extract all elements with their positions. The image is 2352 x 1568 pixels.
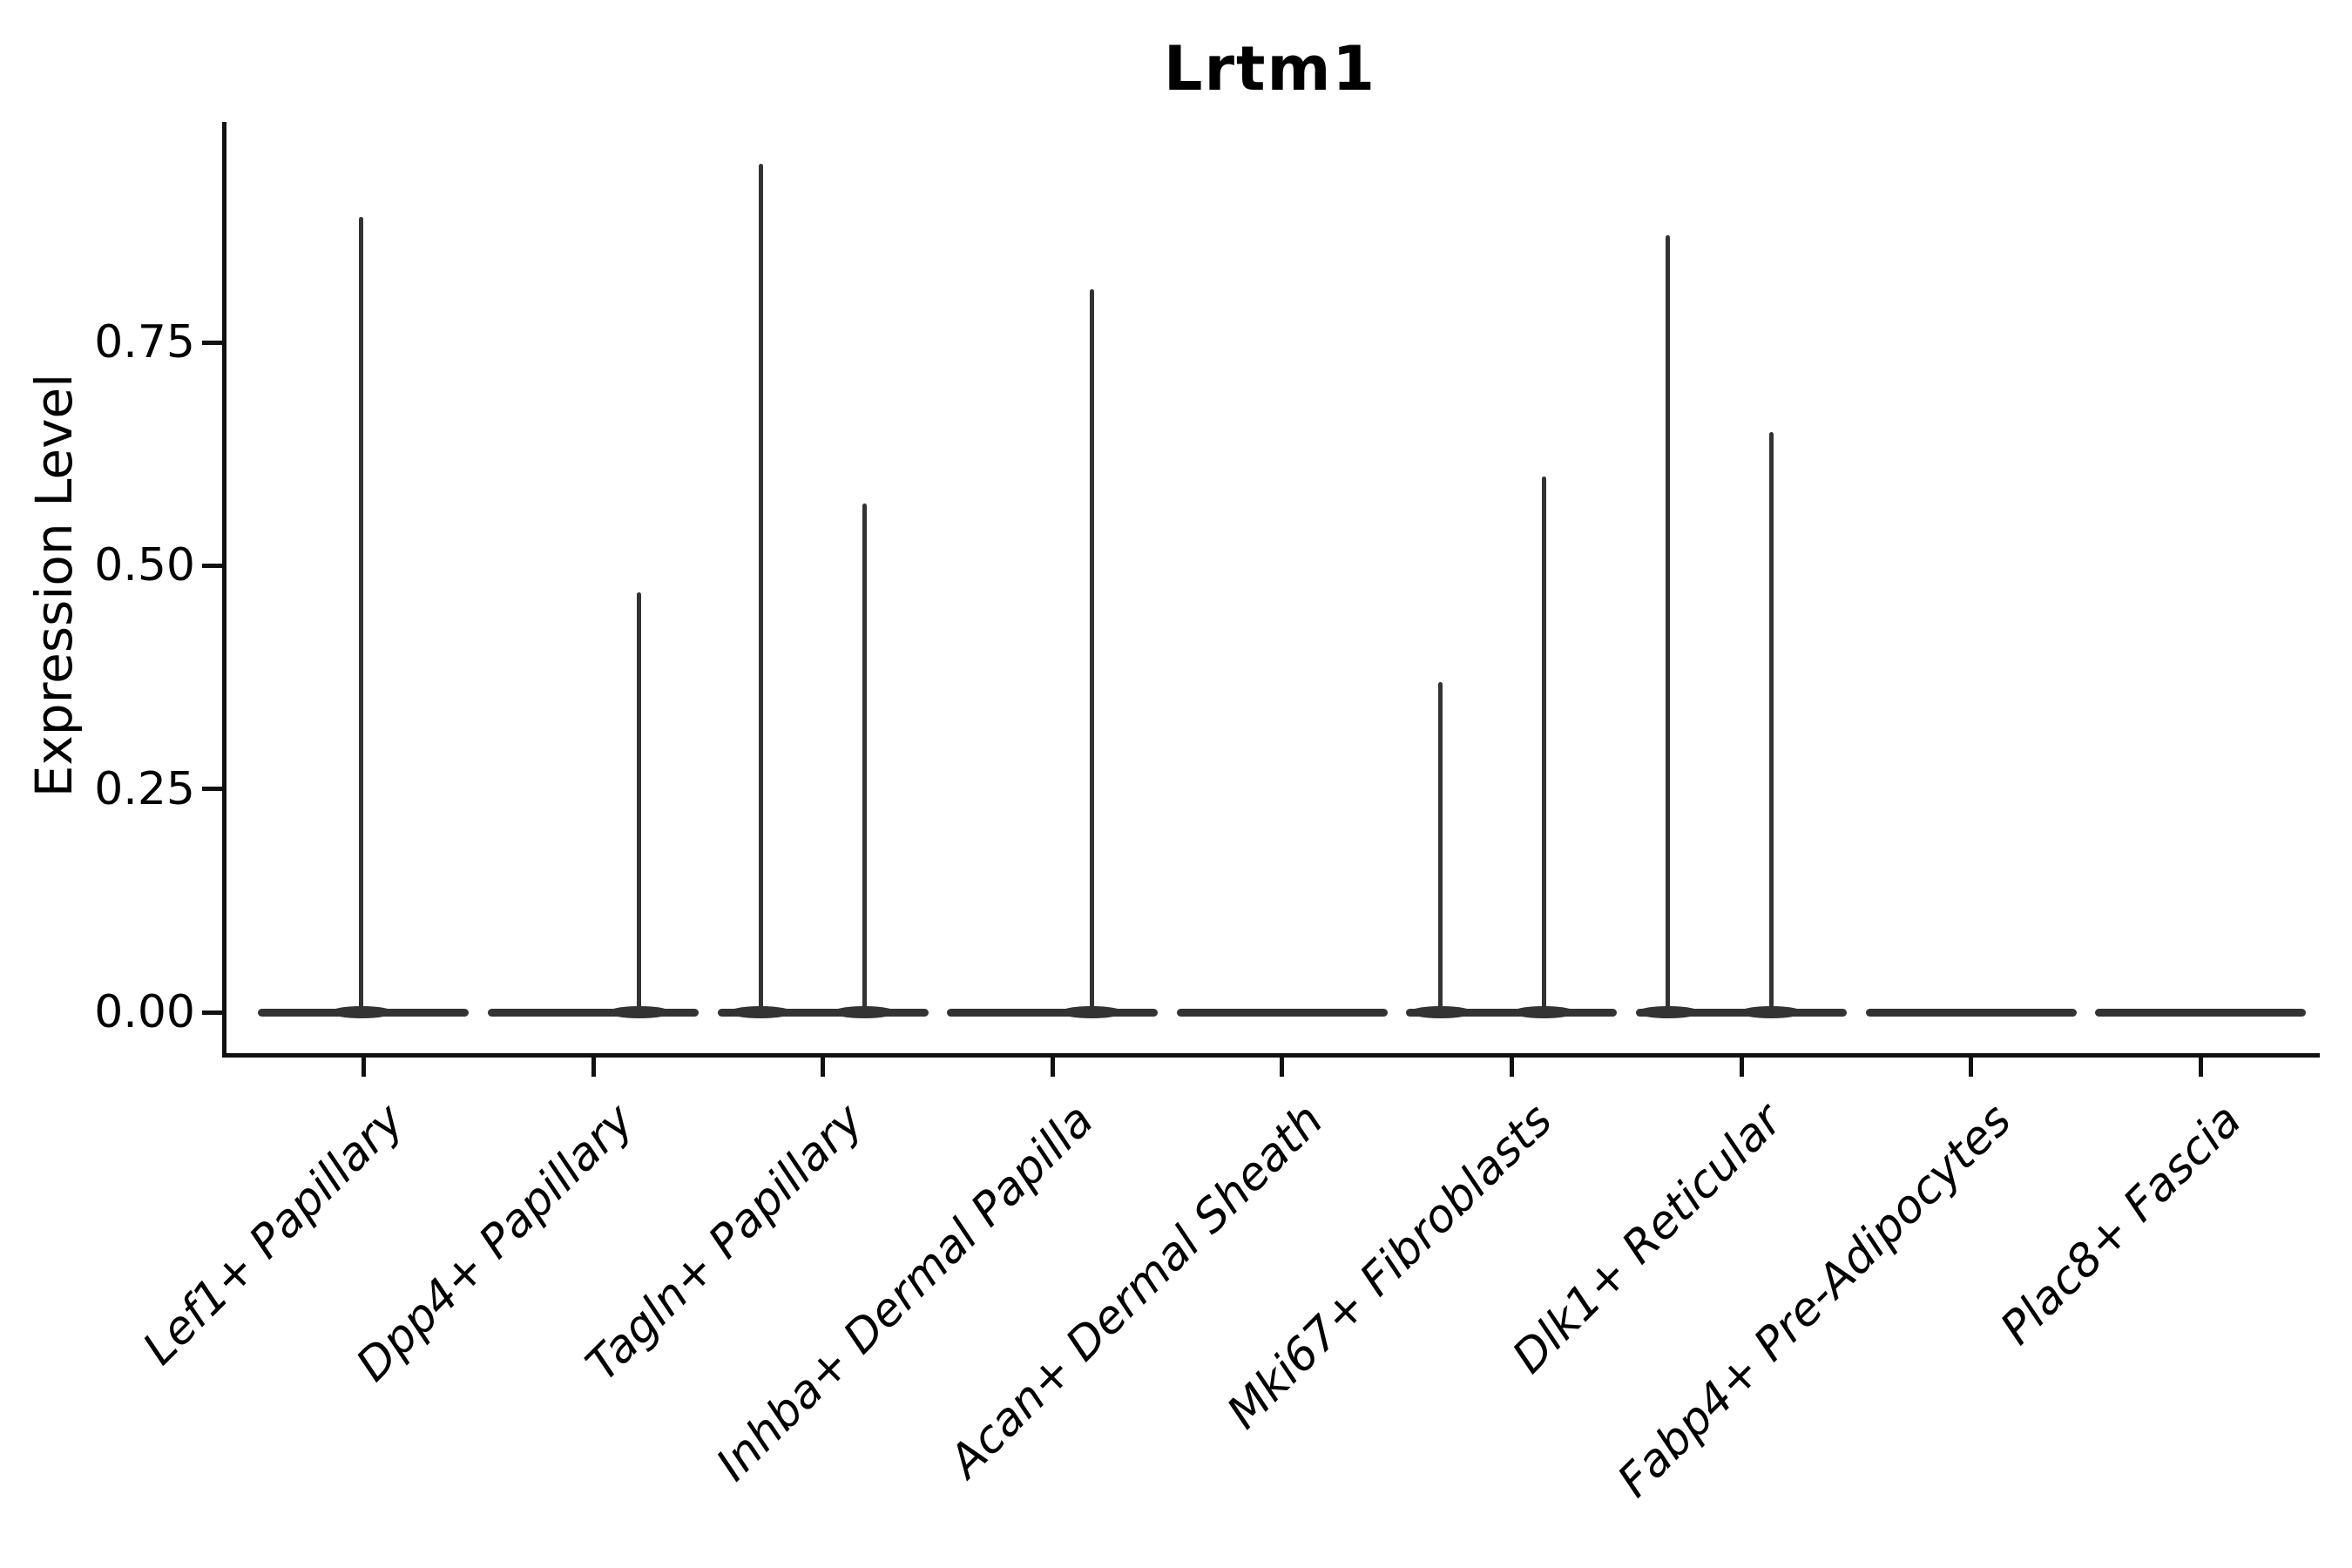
x-tick-label: Plac8+ Fascia: [1990, 1094, 2252, 1355]
x-axis-tick: [591, 1056, 596, 1077]
x-axis-line: [222, 1053, 2320, 1058]
violin-bump: [1060, 1006, 1123, 1018]
x-axis-tick: [1739, 1056, 1744, 1077]
violin-baseline: [1406, 1008, 1618, 1017]
violin-bump: [1512, 1006, 1576, 1018]
y-tick-label: 0.50: [94, 539, 195, 592]
y-tick-label: 0.25: [94, 762, 195, 815]
violin-bump: [729, 1006, 793, 1018]
violin-bump: [833, 1006, 896, 1018]
y-axis-tick: [202, 340, 223, 345]
chart-title: Lrtm1: [1163, 33, 1377, 105]
y-axis-tick: [202, 1010, 223, 1015]
violin-spike: [1666, 234, 1671, 1012]
violin-bump: [1409, 1006, 1472, 1018]
violin-spike: [862, 503, 867, 1012]
x-axis-tick: [2198, 1056, 2203, 1077]
violin-bump: [607, 1006, 671, 1018]
x-axis-tick: [821, 1056, 826, 1077]
x-tick-label: Inhba+ Dermal Papilla: [706, 1094, 1104, 1491]
violin-spike: [1438, 681, 1443, 1012]
violin-baseline: [2095, 1008, 2307, 1017]
violin-bump: [329, 1006, 393, 1018]
violin-baseline: [1865, 1008, 2077, 1017]
violin-spike: [1089, 288, 1094, 1012]
y-tick-label: 0.00: [94, 986, 195, 1038]
x-axis-tick: [1969, 1056, 1974, 1077]
violin-spike: [758, 163, 763, 1012]
violin-spike: [359, 217, 364, 1012]
violin-bump: [1740, 1006, 1803, 1018]
violin-baseline: [1176, 1008, 1388, 1017]
violin-bump: [1636, 1006, 1700, 1018]
x-tick-label: Fabp4+ Pre-Adipocytes: [1608, 1094, 2023, 1508]
violin-baseline: [717, 1008, 929, 1017]
violin-spike: [1541, 476, 1546, 1012]
y-tick-label: 0.75: [94, 316, 195, 369]
x-axis-tick: [361, 1056, 366, 1077]
x-axis-tick: [1280, 1056, 1285, 1077]
violin-baseline: [947, 1008, 1159, 1017]
violin-spike: [637, 592, 642, 1012]
violin-spike: [1768, 431, 1774, 1012]
violin-baseline: [488, 1008, 699, 1017]
y-axis-tick: [202, 787, 223, 792]
x-axis-tick: [1050, 1056, 1055, 1077]
y-axis-line: [222, 122, 226, 1058]
x-tick-label: Acan+ Dermal Sheath: [939, 1094, 1334, 1488]
y-axis-tick: [202, 563, 223, 568]
x-axis-tick: [1509, 1056, 1514, 1077]
